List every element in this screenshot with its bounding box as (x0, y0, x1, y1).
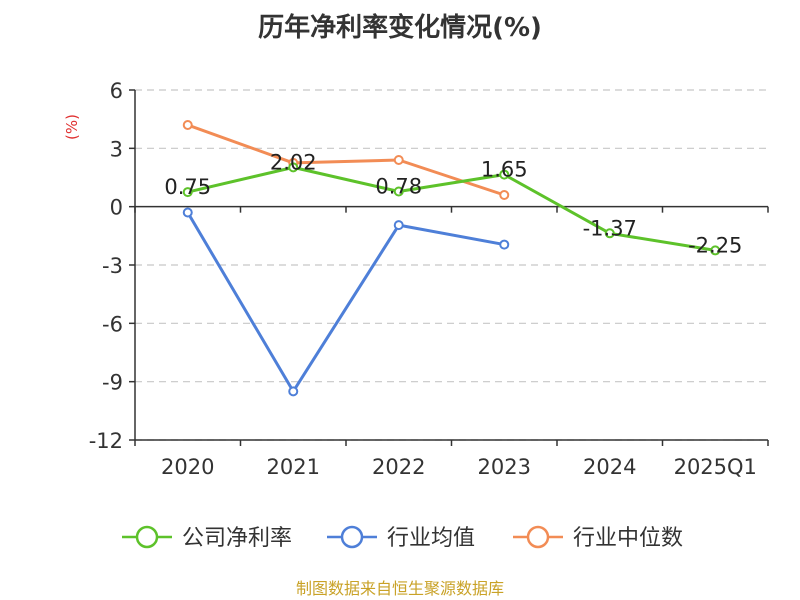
data-point (499, 169, 510, 180)
legend-marker (340, 525, 364, 549)
data-point (499, 190, 510, 200)
series-line (186, 211, 505, 393)
tick-labels: 6 3 0 -3 -6 -9 -12 2020 2021 2022 2023 2024 2025Q1 (89, 79, 757, 479)
source-note: 制图数据来自恒生聚源数据库 (296, 579, 504, 598)
chart-title: 历年净利率变化情况(%) (258, 12, 542, 43)
data-point (499, 239, 510, 250)
series-line (187, 165, 716, 252)
x-tick-label: 2025Q1 (674, 455, 757, 479)
data-point (182, 120, 193, 130)
data-label: -1.37 (583, 216, 637, 240)
x-tick-label: 2024 (583, 455, 636, 479)
legend-item-1: 行业均值 (327, 525, 475, 551)
y-tick-label: -6 (102, 312, 123, 336)
y-tick-label: 3 (110, 137, 123, 161)
legend-label: 行业中位数 (573, 526, 683, 551)
data-point (288, 162, 299, 173)
y-tick-label: 6 (110, 79, 123, 103)
data-point (393, 220, 404, 231)
data-point (182, 187, 193, 198)
data-label: -2.25 (688, 233, 742, 257)
y-tick-label: -3 (102, 254, 123, 278)
data-label: 0.75 (164, 175, 211, 199)
data-label: 0.78 (375, 175, 422, 199)
x-tick-label: 2022 (372, 455, 425, 479)
data-point (393, 155, 404, 165)
y-tick-label: -12 (89, 429, 123, 453)
series-1 (182, 207, 510, 397)
data-point (288, 386, 299, 397)
data-point (182, 207, 193, 218)
legend-marker (526, 525, 550, 549)
y-tick-label: -9 (102, 371, 123, 395)
grid-lines (135, 89, 768, 441)
data-label: 2.02 (270, 150, 317, 174)
series-2 (182, 120, 510, 200)
data-labels: 0.75 2.02 0.78 1.65 -1.37 -2.25 (164, 150, 742, 257)
x-tick-label: 2021 (267, 455, 320, 479)
series-0 (182, 162, 721, 256)
y-axis-label: (%) (63, 114, 81, 140)
legend-marker (135, 525, 159, 549)
legend-label: 行业均值 (387, 526, 475, 551)
data-point (604, 228, 615, 239)
legend-item-0: 公司净利率 (122, 525, 292, 551)
x-tick-label: 2020 (161, 455, 214, 479)
data-point (710, 245, 721, 256)
series-line (187, 123, 505, 197)
x-tick-label: 2023 (478, 455, 531, 479)
legend-item-2: 行业中位数 (513, 525, 683, 551)
legend: 公司净利率 行业均值 行业中位数 (122, 525, 683, 551)
data-point (393, 186, 404, 197)
legend-label: 公司净利率 (182, 526, 292, 551)
axes (129, 89, 769, 446)
data-label: 1.65 (481, 158, 528, 182)
series (182, 120, 721, 397)
y-tick-label: 0 (110, 196, 123, 220)
